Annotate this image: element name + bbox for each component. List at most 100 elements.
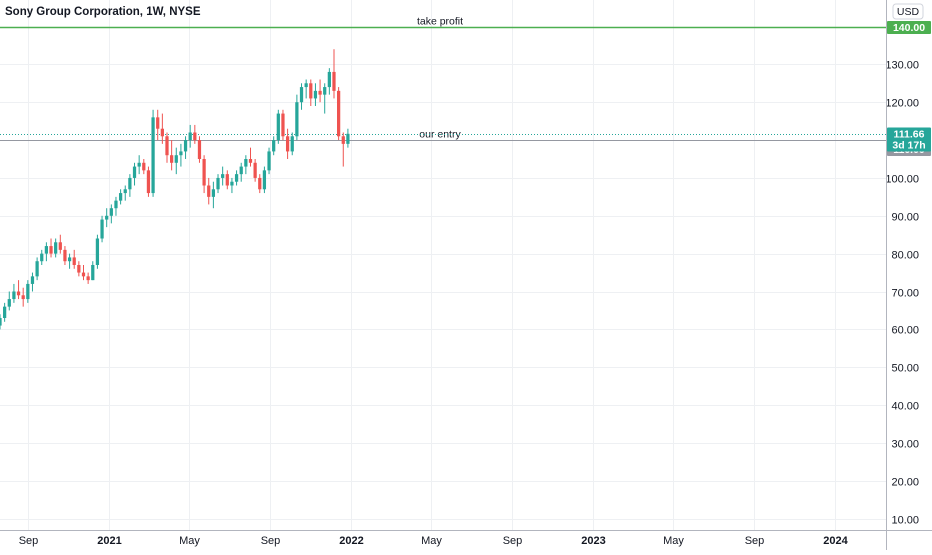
candle-body: [12, 291, 16, 300]
x-tick-label: 2024: [823, 535, 848, 547]
candle: [109, 204, 113, 224]
candle-body: [63, 249, 67, 262]
candles: [0, 49, 350, 330]
candle-body: [132, 166, 137, 178]
candle: [332, 49, 336, 99]
candle-body: [40, 253, 44, 262]
candle-body: [109, 208, 113, 216]
candle: [285, 128, 290, 159]
candle-body: [337, 90, 341, 137]
candle-body: [26, 283, 30, 300]
candle: [40, 249, 44, 265]
currency-selector[interactable]: USD: [892, 3, 924, 20]
candle-body: [207, 185, 211, 197]
candle: [105, 208, 109, 228]
chart-title: Sony Group Corporation, 1W, NYSE: [5, 6, 201, 18]
candle-body: [67, 257, 72, 262]
candle-body: [44, 246, 49, 254]
candle-body: [118, 193, 123, 201]
y-tick-label: 90.00: [891, 212, 919, 224]
y-tick-label: 80.00: [891, 250, 919, 262]
candle: [225, 170, 229, 190]
candle-body: [156, 117, 160, 129]
candle-body: [95, 238, 100, 265]
candle-body: [142, 162, 146, 171]
candle-body: [0, 318, 2, 326]
candle-body: [123, 189, 127, 194]
candle-body: [248, 159, 253, 163]
candle: [160, 113, 164, 144]
y-tick-label: 100.00: [885, 174, 919, 186]
candle-body: [295, 102, 299, 137]
candle: [202, 155, 206, 194]
candle: [151, 109, 155, 197]
candle: [21, 287, 25, 307]
x-tick-label: Sep: [503, 535, 523, 547]
candle-body: [77, 265, 81, 273]
y-tick-label: 120.00: [885, 98, 919, 110]
candle-body: [160, 128, 164, 137]
candle: [318, 79, 322, 103]
candle: [276, 109, 280, 144]
candle-body: [128, 177, 132, 190]
candle: [262, 166, 267, 194]
candle-body: [146, 170, 151, 194]
candle: [7, 291, 11, 311]
y-tick-label: 60.00: [891, 325, 919, 337]
take-profit-price-tag-text: 140.00: [893, 22, 925, 34]
candle: [142, 159, 146, 175]
candle: [197, 136, 202, 163]
candle: [26, 280, 30, 303]
y-tick-label: 20.00: [891, 477, 919, 489]
candle-body: [309, 83, 313, 99]
y-tick-label: 70.00: [891, 288, 919, 300]
grid: [0, 0, 886, 530]
candle-body: [81, 272, 86, 277]
y-tick-label: 30.00: [891, 439, 919, 451]
current-price-text: 111.66: [894, 129, 925, 141]
candle-body: [281, 113, 285, 137]
take-profit-price-tag: [887, 21, 931, 34]
candle: [253, 159, 257, 182]
y-tick-label: 130.00: [885, 60, 919, 72]
candle: [58, 234, 62, 254]
candle-body: [221, 174, 225, 178]
candle-body: [262, 170, 267, 190]
candle: [16, 280, 21, 300]
candle: [230, 177, 234, 194]
candle-body: [346, 133, 350, 144]
candle-body: [234, 174, 239, 182]
candle-body: [332, 71, 336, 91]
candle: [63, 246, 67, 265]
x-tick-label: Sep: [745, 535, 765, 547]
candle: [0, 314, 2, 330]
candle: [193, 124, 197, 144]
candle-body: [267, 151, 271, 171]
candle-body: [183, 140, 188, 152]
candle: [86, 272, 90, 284]
candle-body: [253, 162, 257, 178]
candle-body: [272, 140, 276, 152]
candle-body: [188, 132, 192, 141]
candle: [132, 162, 137, 186]
candle: [216, 174, 220, 194]
y-tick-label: 40.00: [891, 401, 919, 413]
candle: [290, 132, 294, 156]
x-tick-label: Sep: [19, 535, 39, 547]
y-tick-label: 50.00: [891, 363, 919, 375]
candle: [346, 128, 350, 148]
candle-body: [105, 215, 109, 220]
candle-body: [225, 174, 229, 186]
candle: [323, 83, 327, 114]
x-tick-label: May: [421, 535, 442, 547]
candle-body: [197, 140, 202, 159]
candle: [207, 177, 211, 205]
candle: [91, 261, 95, 281]
candle-body: [86, 276, 90, 281]
bar-countdown-text: 3d 17h: [892, 140, 925, 152]
candle-body: [285, 136, 290, 152]
candle-body: [244, 159, 248, 167]
